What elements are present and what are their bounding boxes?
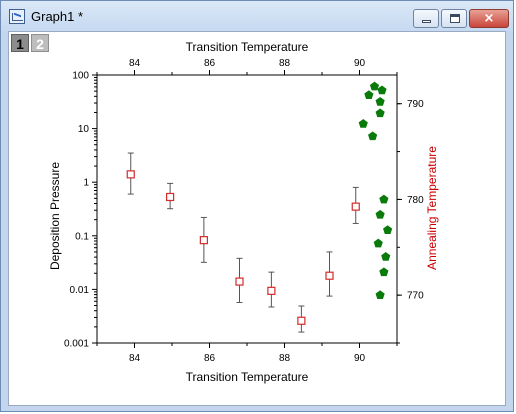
x-top-tick-label: 84 xyxy=(129,58,141,69)
graph-window-icon[interactable] xyxy=(9,9,25,24)
y-left-tick-label: 10 xyxy=(78,124,90,135)
data-point-square xyxy=(267,286,276,295)
y-right-tick-label: 790 xyxy=(407,99,424,110)
x-bottom-tick-label: 90 xyxy=(354,353,366,364)
right-axis-ticks: 770 780 790 xyxy=(397,99,424,344)
data-point-pentagon xyxy=(377,85,387,95)
data-point-square xyxy=(199,236,208,245)
data-point-pentagon xyxy=(375,290,385,300)
data-point-pentagon xyxy=(358,118,368,128)
y-left-tick-label: 0.01 xyxy=(70,285,90,296)
close-button[interactable]: × xyxy=(469,9,509,28)
x-bottom-tick-label: 84 xyxy=(129,353,141,364)
layer-tab-2[interactable]: 2 xyxy=(31,34,49,52)
left-axis-ticks: 0.001 0.01 0.1 1 10 100 xyxy=(64,71,97,350)
y-axis-right-label[interactable]: Annealing Temperature xyxy=(425,146,439,270)
x-axis-ticks: 84 84 86 86 88 88 90 90 xyxy=(96,58,398,364)
data-point-square xyxy=(325,271,334,280)
y-left-tick-label: 1 xyxy=(83,178,89,189)
data-point-pentagon xyxy=(379,194,389,204)
x-axis-bottom-label[interactable]: Transition Temperature xyxy=(186,370,309,384)
x-top-tick-label: 88 xyxy=(279,58,291,69)
data-point-pentagon xyxy=(381,252,391,261)
x-top-tick-label: 86 xyxy=(204,58,216,69)
maximize-button[interactable] xyxy=(441,9,467,28)
minimize-button[interactable] xyxy=(413,9,439,28)
y-left-tick-label: 100 xyxy=(72,71,89,82)
data-point-square xyxy=(166,192,175,202)
data-point-pentagon xyxy=(375,209,385,219)
y-axis-left-label[interactable]: Deposition Pressure xyxy=(48,162,62,270)
data-point-pentagon xyxy=(373,238,383,248)
y-right-tick-label: 780 xyxy=(407,195,424,206)
data-point-square xyxy=(297,316,306,325)
data-point-pentagon xyxy=(375,108,385,118)
data-point-square xyxy=(351,202,360,211)
series-deposition-pressure xyxy=(126,152,360,333)
maximize-icon xyxy=(450,14,460,23)
graph-page: 1 2 0.001 0.01 0.1 1 10 100 770 780 790 84 84 86 8… xyxy=(8,31,506,406)
series-annealing-temperature xyxy=(358,81,393,300)
y-right-tick-label: 770 xyxy=(407,291,424,302)
x-top-tick-label: 90 xyxy=(354,58,366,69)
data-point-pentagon xyxy=(379,267,389,277)
y-left-tick-label: 0.001 xyxy=(64,339,89,350)
x-bottom-tick-label: 88 xyxy=(279,353,291,364)
data-point-pentagon xyxy=(369,81,380,91)
layer-tab-1[interactable]: 1 xyxy=(11,34,29,52)
data-point-pentagon xyxy=(383,225,393,234)
x-bottom-tick-label: 86 xyxy=(204,353,216,364)
close-icon: × xyxy=(483,11,495,26)
x-axis-top-label[interactable]: Transition Temperature xyxy=(186,40,309,54)
data-point-square xyxy=(235,277,244,286)
minimize-icon xyxy=(422,20,431,23)
y-left-tick-label: 0.1 xyxy=(75,231,89,242)
window-title: Graph1 * xyxy=(31,9,84,24)
data-point-pentagon xyxy=(364,90,374,99)
title-bar[interactable]: Graph1 * × xyxy=(1,1,513,31)
data-point-square xyxy=(126,170,135,179)
data-point-pentagon xyxy=(375,96,385,106)
data-point-pentagon xyxy=(368,131,378,141)
